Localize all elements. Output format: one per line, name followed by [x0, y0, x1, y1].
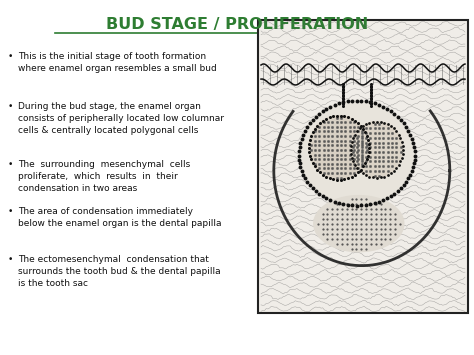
- Text: •: •: [8, 207, 13, 216]
- Text: During the bud stage, the enamel organ
consists of peripherally located low colu: During the bud stage, the enamel organ c…: [18, 102, 224, 135]
- Text: •: •: [8, 102, 13, 111]
- Text: This is the initial stage of tooth formation
where enamel organ resembles a smal: This is the initial stage of tooth forma…: [18, 52, 217, 73]
- Text: The ectomesenchymal  condensation that
surrounds the tooth bud & the dental papi: The ectomesenchymal condensation that su…: [18, 255, 220, 288]
- Polygon shape: [351, 122, 403, 178]
- Text: •: •: [8, 52, 13, 61]
- Text: BUD STAGE / PROLIFERATION: BUD STAGE / PROLIFERATION: [106, 17, 368, 32]
- Polygon shape: [314, 196, 404, 252]
- Text: The area of condensation immediately
below the enamel organ is the dental papill: The area of condensation immediately bel…: [18, 207, 221, 228]
- Text: •: •: [8, 255, 13, 264]
- Bar: [258, 20, 468, 313]
- Text: •: •: [8, 160, 13, 169]
- Polygon shape: [309, 116, 369, 180]
- Text: The  surrounding  mesenchymal  cells
proliferate,  which  results  in  their
con: The surrounding mesenchymal cells prolif…: [18, 160, 190, 193]
- Polygon shape: [299, 100, 415, 206]
